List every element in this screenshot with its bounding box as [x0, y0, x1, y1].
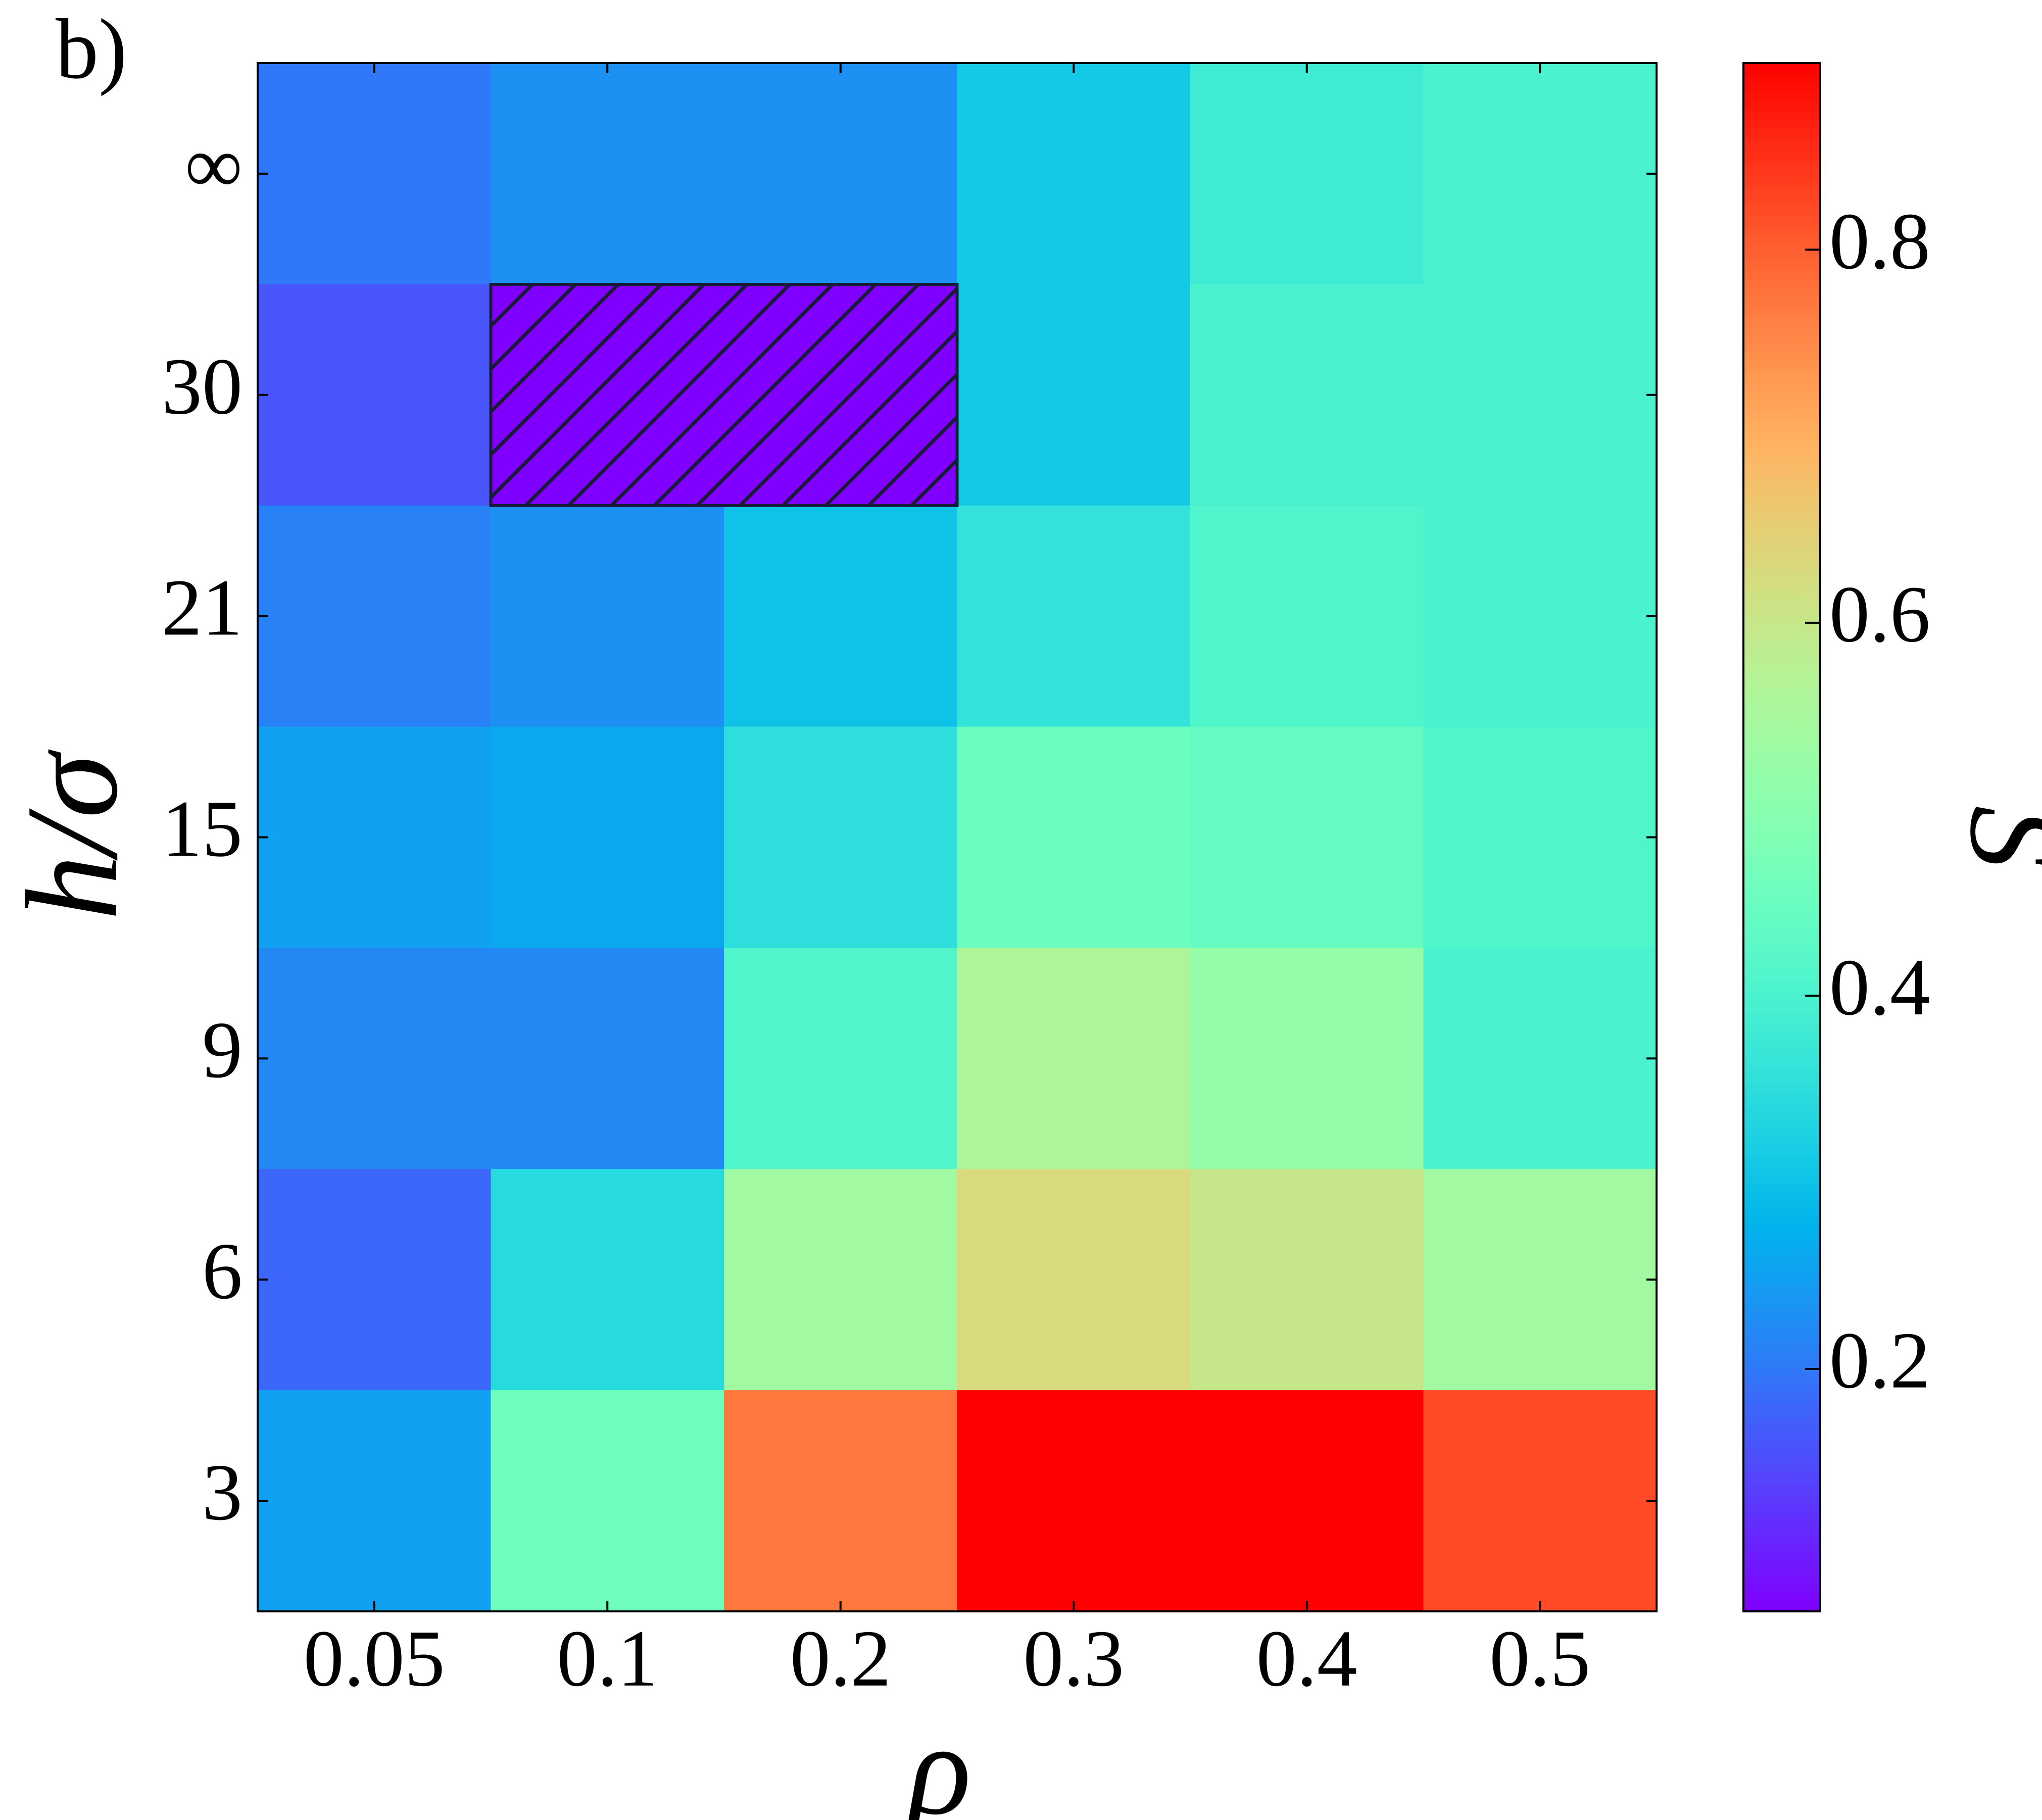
- heatmap-cell: [1190, 1169, 1424, 1391]
- heatmap-cell: [724, 63, 957, 285]
- heatmap-cell: [724, 1169, 957, 1391]
- colorbar: [1742, 62, 1821, 1612]
- heatmap-cell: [957, 284, 1191, 506]
- x-tick-label: 0.2: [790, 1613, 891, 1703]
- x-tick-label: 0.05: [304, 1613, 445, 1703]
- heatmap-cell: [724, 948, 957, 1169]
- heatmap-cell: [258, 1169, 491, 1391]
- heatmap-cell: [258, 63, 491, 285]
- heatmap-cell: [1423, 505, 1657, 727]
- y-tick-label: 30: [162, 341, 242, 431]
- heatmap-cell: [957, 63, 1191, 285]
- heatmap-cell: [258, 505, 491, 727]
- y-axis-label: h/σ: [0, 749, 145, 920]
- x-axis-label: ρ: [904, 1697, 971, 1820]
- hatched-region: [489, 283, 959, 507]
- heatmap-cell: [1190, 284, 1424, 506]
- y-tick-label: 3: [202, 1447, 242, 1537]
- heatmap-cell: [1423, 63, 1657, 285]
- x-tick-label: 0.1: [557, 1613, 658, 1703]
- heatmap-cell: [724, 505, 957, 727]
- heatmap-cell: [491, 1169, 724, 1391]
- heatmap-cell: [1423, 1169, 1657, 1391]
- heatmap-cell: [1423, 284, 1657, 506]
- colorbar-tick-label: 0.4: [1829, 942, 1930, 1032]
- heatmap-cell: [1190, 948, 1424, 1169]
- panel-label: b): [56, 2, 127, 96]
- heatmap-cell: [491, 948, 724, 1169]
- heatmap-cell: [491, 63, 724, 285]
- heatmap-cell: [1423, 1390, 1657, 1612]
- y-tick-label: ∞: [185, 120, 242, 210]
- heatmap-cell: [724, 1390, 957, 1612]
- x-tick-label: 0.3: [1023, 1613, 1124, 1703]
- colorbar-tick-label: 0.2: [1829, 1315, 1930, 1405]
- colorbar-tick-label: 0.6: [1829, 569, 1930, 659]
- colorbar-label: S: [1944, 806, 2042, 869]
- y-tick-label: 6: [202, 1226, 242, 1316]
- heatmap-cell: [1423, 726, 1657, 948]
- heatmap-cell: [1190, 1390, 1424, 1612]
- heatmap-cell: [957, 726, 1191, 948]
- heatmap-cell: [258, 948, 491, 1169]
- heatmap-cell: [957, 1390, 1191, 1612]
- heatmap-cell: [491, 505, 724, 727]
- heatmap-cell: [258, 1390, 491, 1612]
- heatmap-cell: [491, 1390, 724, 1612]
- heatmap-cell: [491, 726, 724, 948]
- heatmap-cell: [1423, 948, 1657, 1169]
- y-tick-label: 9: [202, 1005, 242, 1095]
- heatmap-cell: [957, 505, 1191, 727]
- x-tick-label: 0.4: [1256, 1613, 1357, 1703]
- heatmap-cell: [957, 1169, 1191, 1391]
- heatmap-cell: [258, 284, 491, 506]
- y-tick-label: 21: [162, 562, 242, 652]
- heatmap-cell: [1190, 726, 1424, 948]
- colorbar-tick-label: 0.8: [1829, 196, 1930, 286]
- heatmap-cell: [1190, 63, 1424, 285]
- y-tick-label: 15: [162, 783, 242, 873]
- heatmap-cell: [258, 726, 491, 948]
- heatmap-cell: [724, 726, 957, 948]
- heatmap-cell: [957, 948, 1191, 1169]
- heatmap-cell: [1190, 505, 1424, 727]
- x-tick-label: 0.5: [1489, 1613, 1590, 1703]
